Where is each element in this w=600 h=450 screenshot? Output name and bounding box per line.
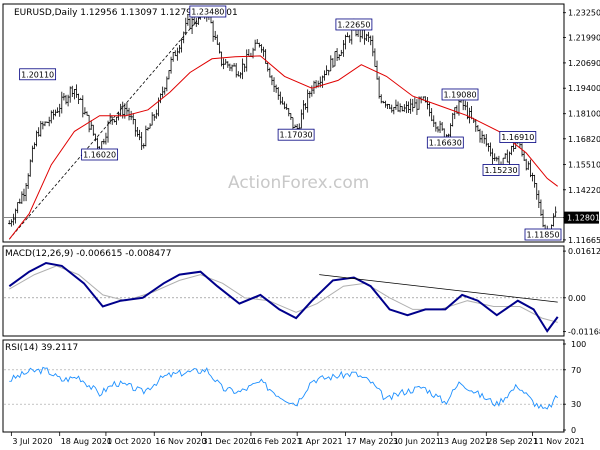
price-axis-tick-label: 1.14220 — [568, 186, 600, 195]
macd-axis-tick-label: 0.016122 — [568, 247, 600, 256]
price-level-label: 1.22650 — [337, 20, 370, 29]
date-axis-tick-label: 17 May 2021 — [346, 437, 398, 446]
date-axis-tick-label: 1 Oct 2020 — [107, 437, 151, 446]
price-series-layer: 1.23480 1.20110 1.16020 1.17030 1.22650 1.190… — [4, 5, 563, 241]
rsi-series-layer — [4, 366, 563, 410]
price-level-label: 1.16630 — [429, 139, 462, 148]
date-axis-tick-label: 11 Nov 2021 — [534, 437, 585, 446]
price-axis-tick-label: 1.21990 — [568, 33, 600, 42]
macd-axis-tick-label: -0.011681 — [568, 328, 600, 337]
price-axis-ticks: 1.23250 1.21990 1.20690 1.19400 1.18100 1.168… — [563, 9, 600, 245]
price-level-label-box — [426, 136, 464, 149]
date-axis-tick-label: 1 Apr 2021 — [298, 437, 342, 446]
price-level-label-box — [524, 228, 562, 241]
rsi-axis-tick-label: 30 — [571, 400, 581, 409]
date-axis-tick-label: 16 Feb 2021 — [252, 437, 302, 446]
date-axis-tick-label: 13 Aug 2021 — [439, 437, 490, 446]
moving-average-line — [8, 55, 559, 240]
price-level-label: 1.17030 — [280, 131, 313, 140]
price-level-label-box — [441, 88, 479, 101]
price-level-label-box — [499, 131, 537, 143]
date-axis-tick-label: 28 Sep 2021 — [487, 437, 538, 446]
price-level-label-box — [482, 164, 520, 176]
price-level-label: 1.23480 — [191, 8, 224, 17]
price-axis-tick-label: 1.18100 — [568, 110, 600, 119]
rsi-axis-tick-label: 0 — [571, 426, 576, 435]
macd-trendline — [319, 274, 558, 303]
date-axis-tick-label: 31 Dec 2020 — [203, 437, 254, 446]
rsi-axis-ticks: 100 70 30 0 — [563, 340, 586, 435]
macd-panel-frame — [2, 245, 565, 337]
price-panel-header: EURUSD,Daily 1.12956 1.13097 1.12794 1.1… — [14, 8, 238, 18]
price-level-label: 1.16020 — [83, 150, 116, 159]
macd-axis-ticks: 0.016122 0.00 -0.011681 — [563, 247, 600, 337]
price-level-label-box — [277, 128, 315, 141]
macd-series-layer — [4, 261, 563, 333]
macd-axis-tick-label: 0.00 — [568, 294, 586, 303]
price-level-label-box — [81, 148, 119, 161]
rsi-panel-frame — [2, 339, 565, 433]
date-axis-tick-label: 30 Jun 2021 — [393, 437, 441, 446]
price-trendline — [8, 7, 209, 240]
price-axis-tick-label: 1.11665 — [568, 236, 600, 245]
price-level-label: 1.20110 — [21, 70, 54, 79]
price-level-label-box — [19, 68, 57, 81]
current-price-label: 1.12801 — [567, 214, 600, 223]
price-level-label: 1.19080 — [443, 90, 476, 99]
current-price-marker — [564, 211, 599, 224]
rsi-panel-header: RSI(14) 39.2117 — [5, 343, 78, 353]
price-axis-tick-label: 1.23250 — [568, 9, 600, 18]
price-axis-tick-label: 1.15510 — [568, 160, 600, 169]
date-axis-tick-label: 3 Jul 2020 — [12, 437, 52, 446]
macd-line — [8, 261, 559, 333]
rsi-axis-tick-label: 70 — [571, 366, 581, 375]
price-level-label-box — [189, 5, 227, 18]
date-axis-tick-label: 18 Aug 2020 — [61, 437, 112, 446]
rsi-line — [9, 366, 559, 410]
price-axis-tick-label: 1.20690 — [568, 59, 600, 68]
date-axis-tick-label: 16 Nov 2020 — [155, 437, 206, 446]
rsi-axis-tick-label: 100 — [571, 340, 586, 349]
price-axis-tick-label: 1.19400 — [568, 84, 600, 93]
price-level-label-box — [335, 18, 373, 31]
price-panel-frame — [2, 3, 565, 243]
macd-signal-line — [9, 265, 558, 323]
macd-panel-header: MACD(12,26,9) -0.006615 -0.008477 — [5, 249, 171, 259]
price-axis-tick-label: 1.16820 — [568, 135, 600, 144]
price-level-label: 1.11850 — [526, 231, 559, 240]
watermark: ActionForex.com — [228, 173, 369, 193]
price-level-label: 1.15230 — [484, 166, 517, 175]
price-level-label: 1.16910 — [501, 133, 534, 142]
